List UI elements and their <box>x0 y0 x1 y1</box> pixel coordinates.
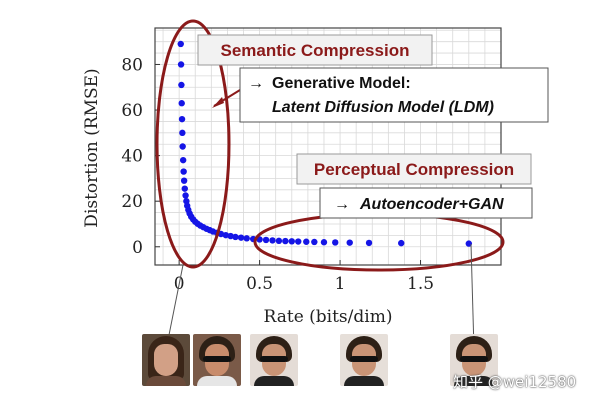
data-point <box>303 238 310 245</box>
data-point <box>311 238 318 246</box>
perceptual-body-box <box>319 187 533 219</box>
semantic-region-ellipse <box>155 19 231 269</box>
data-points <box>177 40 473 247</box>
plot-frame <box>154 27 502 266</box>
data-point <box>179 156 187 164</box>
data-point <box>332 239 339 246</box>
data-point <box>182 192 189 199</box>
watermark: 知乎 @wei12580 <box>453 373 577 391</box>
y-tick-label: 0 <box>132 238 143 258</box>
data-point <box>232 233 239 241</box>
semantic-pointer-head <box>212 97 224 108</box>
data-point <box>275 237 283 245</box>
face-thumbnail-5 <box>450 334 498 386</box>
y-tick-label: 80 <box>121 55 143 75</box>
data-point <box>222 231 230 239</box>
y-tick-label: 40 <box>121 147 143 167</box>
data-point <box>178 115 186 123</box>
semantic-body-line1: Generative Model: <box>272 75 411 92</box>
data-point <box>320 239 328 246</box>
data-point <box>243 235 250 242</box>
data-point <box>227 232 234 240</box>
face-thumbnail-2 <box>193 334 241 386</box>
data-point <box>178 100 185 107</box>
perceptual-title-box <box>296 153 532 185</box>
face-thumbnail-1 <box>142 334 190 386</box>
perceptual-title: Perceptual Compression <box>314 160 514 179</box>
data-point <box>181 185 188 192</box>
perceptual-body-line1: Autoencoder+GAN <box>359 196 504 213</box>
face-thumbnail-4 <box>340 334 388 386</box>
data-point <box>179 129 186 137</box>
perceptual-arrow-glyph: → <box>334 196 350 213</box>
data-point <box>269 237 276 244</box>
data-point <box>177 61 185 68</box>
data-point <box>237 234 245 241</box>
x-tick-label: 1.5 <box>407 274 434 294</box>
y-tick-label: 20 <box>121 192 143 212</box>
data-point <box>262 236 270 244</box>
y-axis-title: Distortion (RMSE) <box>82 68 102 227</box>
data-point <box>282 237 289 245</box>
face-thumbnail-3 <box>250 334 298 386</box>
data-point <box>465 240 473 247</box>
data-point <box>177 40 184 48</box>
data-point <box>288 238 295 245</box>
semantic-title: Semantic Compression <box>221 41 410 60</box>
semantic-body-line2: Latent Diffusion Model (LDM) <box>272 99 494 116</box>
data-point <box>179 143 186 150</box>
y-tick-label: 60 <box>121 101 143 121</box>
x-tick-label: 0.5 <box>246 274 273 294</box>
semantic-arrow-glyph: → <box>248 75 264 92</box>
data-point <box>295 238 302 245</box>
data-point <box>180 168 187 175</box>
semantic-title-box <box>197 34 433 66</box>
data-point <box>178 81 185 89</box>
semantic-body-box <box>239 67 549 123</box>
data-point <box>398 239 405 247</box>
data-point <box>365 239 373 247</box>
perceptual-leader-line <box>470 243 475 351</box>
x-tick-label: 1 <box>335 274 346 294</box>
x-axis-title: Rate (bits/dim) <box>264 307 393 327</box>
data-point <box>180 177 188 184</box>
data-point <box>346 239 353 246</box>
